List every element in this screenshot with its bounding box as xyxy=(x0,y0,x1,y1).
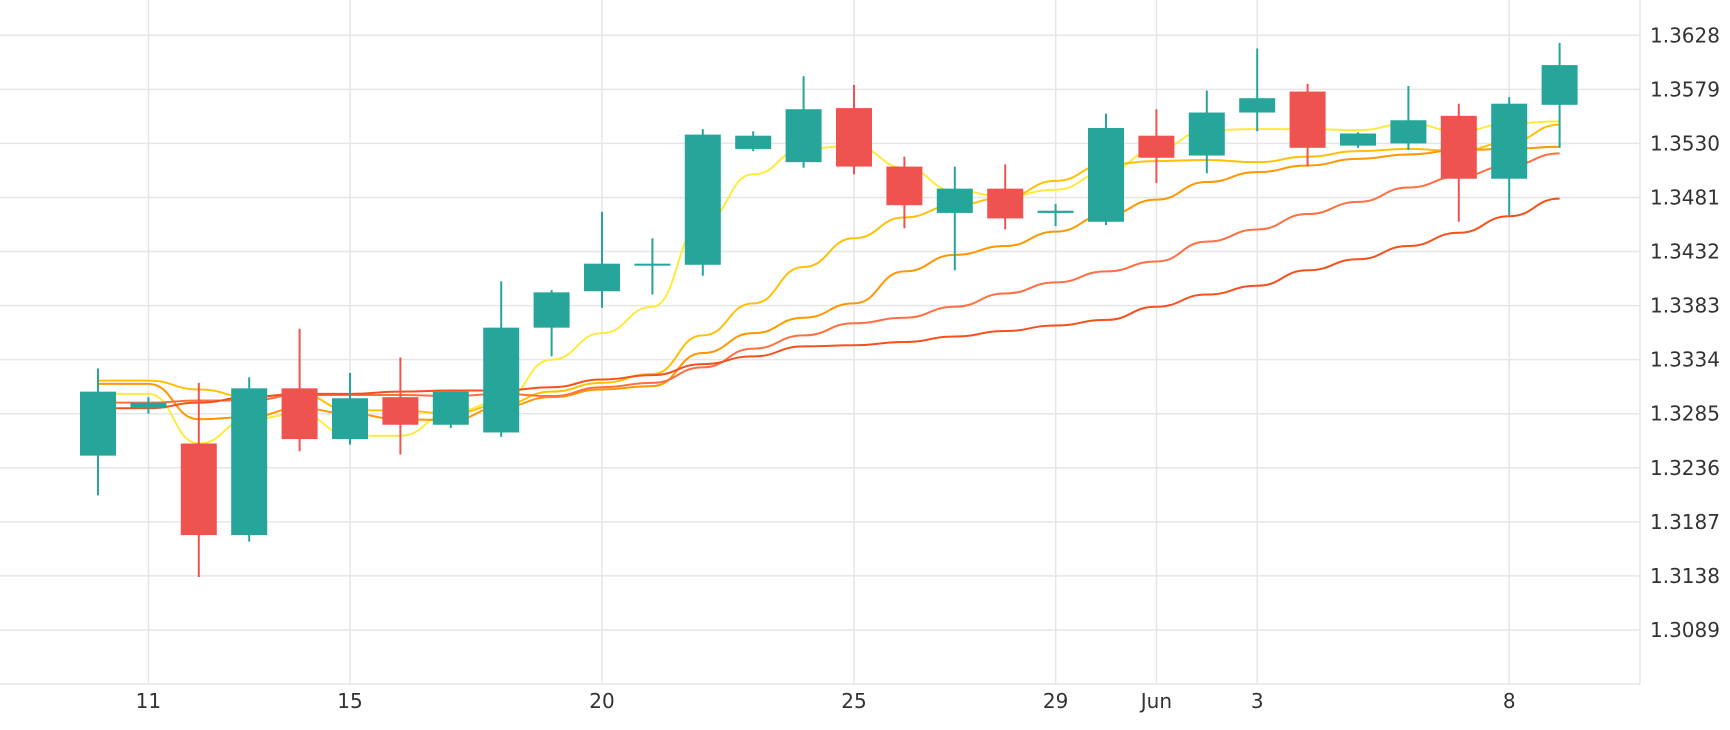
candle-body xyxy=(281,388,318,440)
candle-body xyxy=(332,398,368,440)
candle-body xyxy=(1541,65,1578,105)
x-axis-tick-labels: 1115202529Jun3812 xyxy=(136,689,1516,713)
candle xyxy=(1239,48,1276,132)
x-tick-label: 20 xyxy=(589,689,614,713)
candle-body xyxy=(785,109,822,163)
candle xyxy=(1390,86,1427,151)
x-tick-label: 11 xyxy=(136,689,161,713)
x-tick-label: 8 xyxy=(1503,689,1516,713)
y-tick-label: 1.3187 xyxy=(1650,510,1720,534)
candle-body xyxy=(1440,115,1477,179)
candle-body xyxy=(180,443,217,536)
y-axis-tick-labels: 1.3628 1.3579 1.3530 1.3481 1.3432 1.3383 1.33… xyxy=(1650,23,1720,642)
candle xyxy=(987,164,1024,230)
candle-body xyxy=(1088,127,1124,222)
candle-body xyxy=(936,188,973,213)
candle-body xyxy=(1037,210,1074,213)
moving-average-line xyxy=(97,123,1560,415)
candle xyxy=(634,238,671,295)
candle-body xyxy=(533,292,570,328)
candle xyxy=(1541,43,1578,148)
y-tick-label: 1.3138 xyxy=(1650,564,1720,588)
candle xyxy=(533,290,570,357)
candle-body xyxy=(987,188,1024,219)
candle xyxy=(1340,132,1376,148)
y-tick-label: 1.3579 xyxy=(1650,77,1720,101)
y-tick-label: 1.3285 xyxy=(1650,402,1720,426)
candle-body xyxy=(735,135,772,149)
candle xyxy=(281,328,318,452)
candle xyxy=(1138,109,1175,184)
y-tick-label: 1.3432 xyxy=(1650,240,1720,264)
candle-body xyxy=(886,166,923,206)
candle-body xyxy=(584,263,620,292)
y-tick-label: 1.3481 xyxy=(1650,185,1720,209)
moving-average-line xyxy=(98,145,1560,422)
candle-body xyxy=(836,108,872,167)
y-tick-label: 1.3628 xyxy=(1650,23,1720,47)
candle-body xyxy=(1491,103,1528,179)
candle-body xyxy=(634,263,671,266)
candle xyxy=(1289,83,1326,167)
candle xyxy=(684,129,721,276)
candles xyxy=(80,43,1578,577)
x-tick-label: 15 xyxy=(337,689,362,713)
y-tick-label: 1.3236 xyxy=(1650,456,1720,480)
candle xyxy=(130,397,167,414)
candle-body xyxy=(80,391,116,456)
candle xyxy=(231,377,268,542)
y-tick-label: 1.3089 xyxy=(1650,618,1720,642)
y-gridlines xyxy=(0,34,1640,631)
x-tick-label: Jun xyxy=(1139,689,1172,713)
candle xyxy=(1188,90,1225,174)
candle-body xyxy=(1390,120,1427,144)
candle xyxy=(332,372,368,445)
x-tick-label: 3 xyxy=(1251,689,1264,713)
candle xyxy=(483,281,520,437)
x-tick-label: 29 xyxy=(1043,689,1068,713)
candle xyxy=(584,211,620,308)
candle-body xyxy=(1138,135,1175,158)
candle xyxy=(735,131,772,152)
candle xyxy=(432,391,469,429)
y-tick-label: 1.3334 xyxy=(1650,348,1720,372)
candle-body xyxy=(130,402,167,409)
candle xyxy=(1088,113,1124,226)
candle xyxy=(785,76,822,168)
candle xyxy=(886,156,923,229)
y-tick-label: 1.3383 xyxy=(1650,294,1720,318)
candle-body xyxy=(1239,98,1276,113)
candle xyxy=(1037,204,1074,227)
moving-average-line xyxy=(98,152,1560,404)
candle xyxy=(936,166,973,271)
candle-body xyxy=(1340,133,1376,146)
y-tick-label: 1.3530 xyxy=(1650,131,1720,155)
candle-body xyxy=(231,388,268,536)
candle-body xyxy=(1289,91,1326,148)
candle xyxy=(80,368,116,496)
candle-body xyxy=(382,397,419,425)
candle-body xyxy=(684,134,721,265)
x-tick-label: 25 xyxy=(841,689,866,713)
candle-body xyxy=(1188,112,1225,156)
candle-body xyxy=(432,391,469,425)
candle xyxy=(1491,97,1528,216)
candle xyxy=(836,84,872,175)
candle-body xyxy=(483,327,520,433)
candle xyxy=(180,382,217,577)
moving-average-line xyxy=(98,197,1560,410)
candle xyxy=(1440,103,1477,222)
candle xyxy=(382,357,419,455)
x-gridlines xyxy=(147,0,1510,684)
